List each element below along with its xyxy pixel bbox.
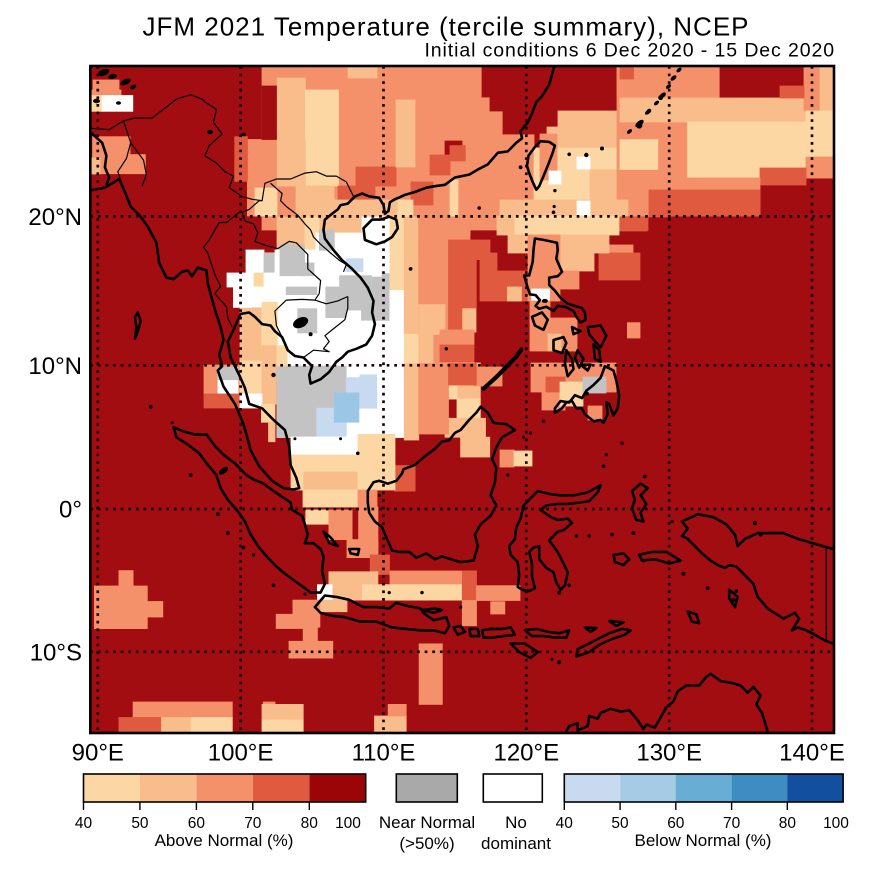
svg-text:50: 50 <box>611 815 629 832</box>
svg-text:20°N: 20°N <box>28 204 82 231</box>
svg-text:60: 60 <box>188 815 206 832</box>
svg-text:130°E: 130°E <box>636 740 702 767</box>
svg-text:(>50%): (>50%) <box>399 834 454 853</box>
svg-text:0°: 0° <box>59 497 82 524</box>
svg-text:80: 80 <box>301 815 319 832</box>
svg-text:10°N: 10°N <box>28 353 82 380</box>
svg-text:50: 50 <box>131 815 149 832</box>
svg-text:90°E: 90°E <box>72 740 124 767</box>
svg-text:No: No <box>505 813 527 832</box>
svg-text:60: 60 <box>667 815 685 832</box>
svg-text:70: 70 <box>723 815 741 832</box>
svg-text:100: 100 <box>823 815 849 832</box>
svg-text:Near Normal: Near Normal <box>379 813 475 832</box>
svg-text:40: 40 <box>75 815 93 832</box>
svg-text:Below Normal (%): Below Normal (%) <box>635 831 772 850</box>
svg-text:70: 70 <box>244 815 262 832</box>
svg-text:110°E: 110°E <box>352 740 416 767</box>
svg-text:100: 100 <box>335 815 361 832</box>
svg-text:140°E: 140°E <box>779 740 845 767</box>
svg-text:100°E: 100°E <box>208 740 274 767</box>
svg-text:10°S: 10°S <box>30 639 82 666</box>
svg-text:120°E: 120°E <box>493 740 559 767</box>
svg-text:40: 40 <box>556 815 574 832</box>
svg-text:dominant: dominant <box>481 834 551 853</box>
svg-text:Initial conditions 6 Dec 2020: Initial conditions 6 Dec 2020 - 15 Dec 2… <box>424 40 835 62</box>
svg-text:Above Normal (%): Above Normal (%) <box>155 831 294 850</box>
svg-text:80: 80 <box>779 815 797 832</box>
svg-text:JFM 2021 Temperature (tercile: JFM 2021 Temperature (tercile summary), … <box>142 12 749 42</box>
